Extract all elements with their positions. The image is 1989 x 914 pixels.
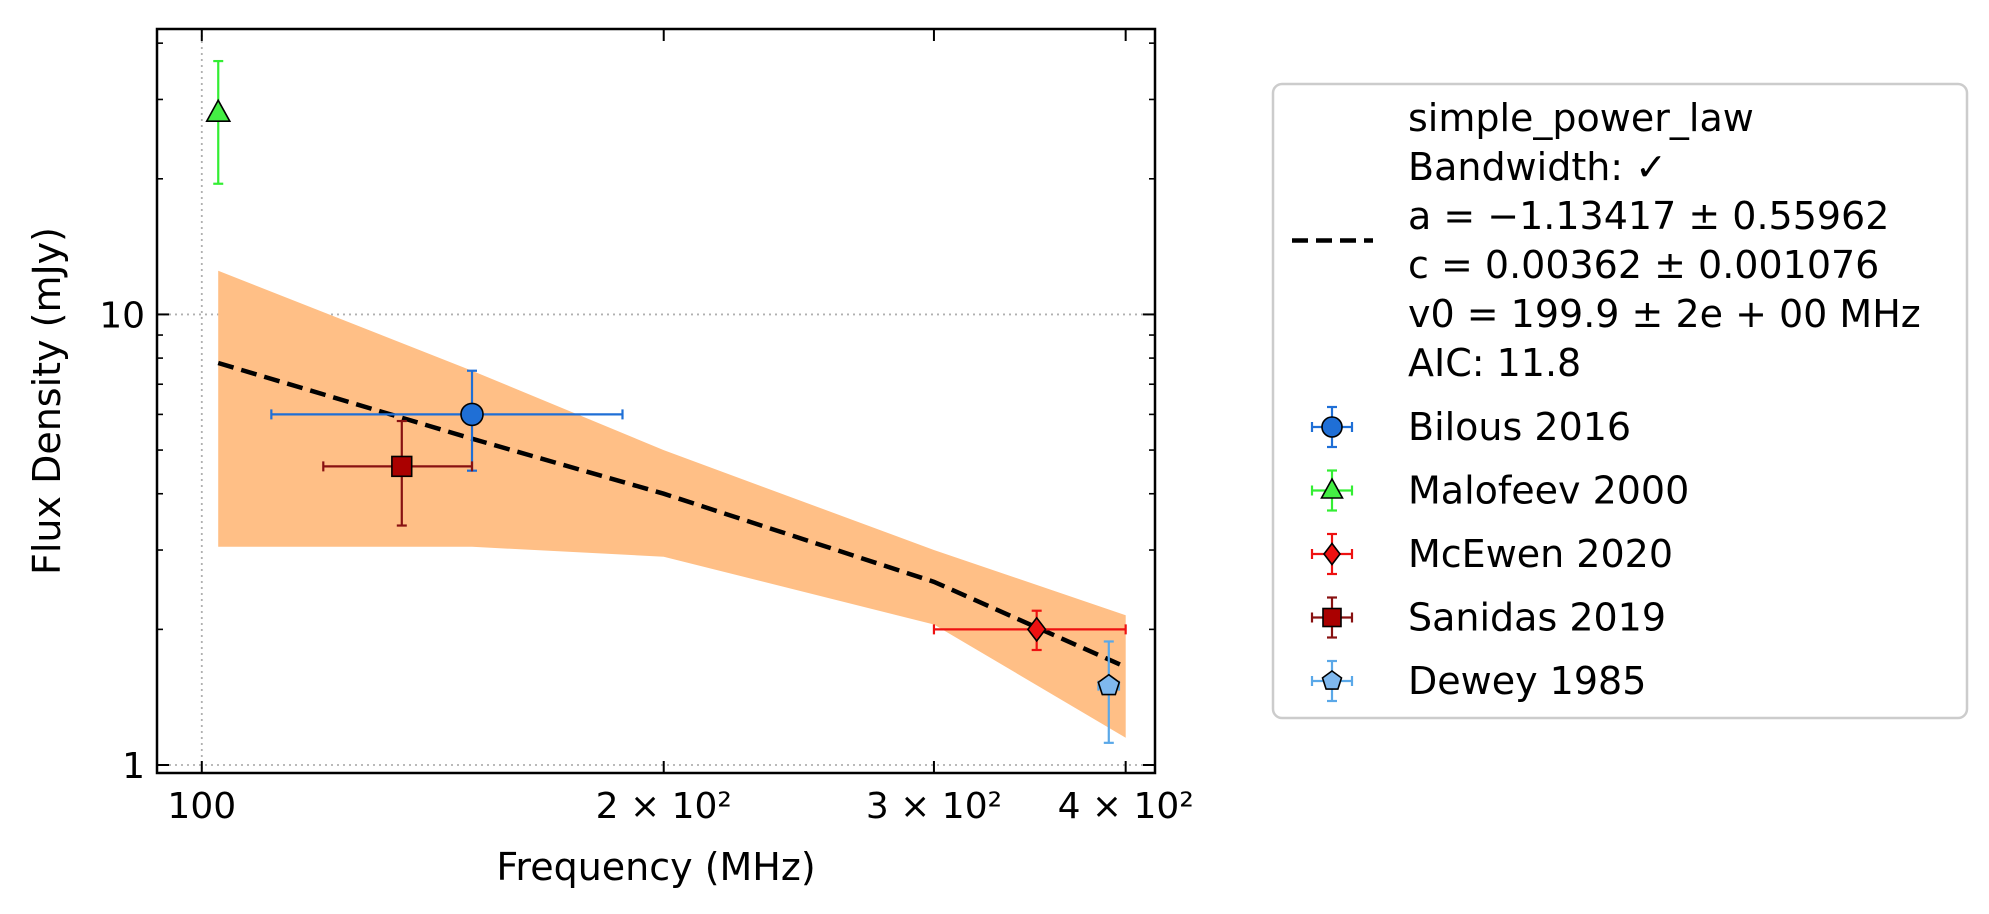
legend-label: McEwen 2020 bbox=[1408, 532, 1673, 576]
point-malofeev-2000 bbox=[205, 98, 232, 122]
y-tick-label: 1 bbox=[122, 746, 145, 787]
x-tick-label: 100 bbox=[167, 786, 236, 827]
point-mcewen-2020 bbox=[1026, 616, 1047, 643]
confidence-band bbox=[218, 270, 1126, 738]
point-dewey-1985 bbox=[1097, 673, 1121, 696]
legend-fit-text: AIC: 11.8 bbox=[1408, 341, 1581, 385]
legend-frame bbox=[1271, 82, 1969, 720]
y-axis-label: Flux Density (mJy) bbox=[25, 227, 69, 575]
legend-label: Bilous 2016 bbox=[1408, 405, 1631, 449]
tick-labels: 100 2 × 10² 3 × 10² 4 × 10² 1 10 bbox=[99, 295, 1194, 827]
confidence-band-area bbox=[218, 270, 1126, 738]
x-tick-label: 4 × 10² bbox=[1058, 786, 1194, 827]
y-tick-label: 10 bbox=[99, 295, 145, 336]
legend-marker-malofeev-2000 bbox=[1320, 477, 1344, 499]
legend-label: Malofeev 2000 bbox=[1408, 469, 1689, 513]
legend-marker-mcewen-2020 bbox=[1322, 542, 1342, 566]
axis-ticks bbox=[157, 29, 1155, 773]
legend-fit-text: v0 = 199.9 ± 2e + 00 MHz bbox=[1408, 292, 1921, 336]
legend-fit-text: c = 0.00362 ± 0.001076 bbox=[1408, 243, 1879, 287]
x-tick-label: 3 × 10² bbox=[866, 786, 1002, 827]
point-bilous-2016 bbox=[460, 402, 484, 427]
legend-fit-text: a = −1.13417 ± 0.55962 bbox=[1408, 194, 1889, 238]
legend-fit-text: Bandwidth: ✓ bbox=[1408, 145, 1667, 189]
data-points bbox=[205, 59, 1127, 744]
legend-marker-bilous-2016 bbox=[1321, 416, 1343, 438]
x-tick-label: 2 × 10² bbox=[596, 786, 732, 827]
x-axis-label: Frequency (MHz) bbox=[496, 845, 815, 889]
legend-marker-sanidas-2019 bbox=[1322, 607, 1342, 628]
legend-label: Dewey 1985 bbox=[1408, 659, 1646, 703]
legend-label: Sanidas 2019 bbox=[1408, 596, 1666, 640]
legend-fit-text: simple_power_law bbox=[1408, 96, 1754, 140]
legend: simple_power_law Bandwidth: ✓ a = −1.13417… bbox=[1271, 82, 1969, 720]
grid bbox=[157, 29, 1155, 773]
point-sanidas-2019 bbox=[391, 455, 413, 478]
legend-marker-dewey-1985 bbox=[1321, 670, 1343, 690]
plot-frame bbox=[155, 27, 1157, 775]
